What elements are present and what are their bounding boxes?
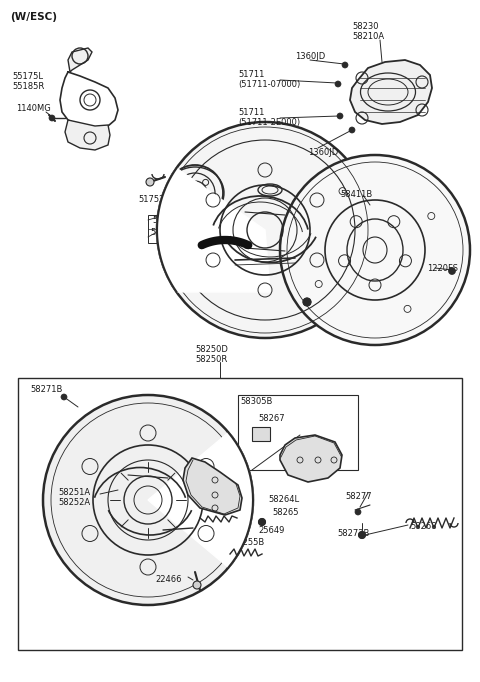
Text: 58264L: 58264L bbox=[268, 495, 299, 504]
Text: (W/ESC): (W/ESC) bbox=[10, 12, 57, 22]
Text: 52751F: 52751F bbox=[152, 216, 183, 225]
Circle shape bbox=[146, 178, 154, 186]
Text: 25649: 25649 bbox=[258, 526, 284, 535]
Text: 58265: 58265 bbox=[272, 508, 299, 517]
Text: 22466: 22466 bbox=[155, 575, 181, 584]
Circle shape bbox=[49, 115, 55, 121]
Polygon shape bbox=[65, 120, 110, 150]
Circle shape bbox=[342, 62, 348, 68]
Polygon shape bbox=[157, 168, 270, 292]
Text: 1140MG: 1140MG bbox=[16, 104, 51, 113]
Text: 55175L
55185R: 55175L 55185R bbox=[12, 72, 44, 91]
Polygon shape bbox=[183, 458, 242, 515]
Circle shape bbox=[359, 531, 365, 539]
Bar bbox=[238, 395, 358, 470]
Circle shape bbox=[355, 509, 361, 515]
Bar bbox=[148, 215, 228, 243]
Circle shape bbox=[349, 127, 355, 133]
Text: 52750: 52750 bbox=[150, 228, 176, 237]
Text: 58250D
58250R: 58250D 58250R bbox=[195, 345, 228, 364]
Polygon shape bbox=[280, 435, 342, 482]
Circle shape bbox=[193, 581, 201, 589]
Bar bbox=[18, 378, 462, 650]
Text: 58305B: 58305B bbox=[240, 397, 272, 406]
Polygon shape bbox=[148, 432, 253, 567]
Text: 51752: 51752 bbox=[138, 195, 164, 204]
Circle shape bbox=[337, 113, 343, 119]
Text: 58267: 58267 bbox=[258, 414, 285, 423]
Text: 58255B: 58255B bbox=[232, 538, 264, 547]
Text: 58268: 58268 bbox=[410, 522, 437, 531]
Text: 58272B: 58272B bbox=[337, 529, 370, 538]
Text: 1360JD: 1360JD bbox=[308, 148, 338, 157]
Bar bbox=[252, 427, 270, 441]
Polygon shape bbox=[350, 60, 432, 124]
Circle shape bbox=[189, 187, 201, 199]
Text: 1220FS: 1220FS bbox=[427, 264, 458, 273]
Text: 51711
(51711-07000): 51711 (51711-07000) bbox=[238, 70, 300, 89]
Circle shape bbox=[61, 394, 67, 400]
Text: 58251A
58252A: 58251A 58252A bbox=[58, 488, 90, 507]
Circle shape bbox=[43, 395, 253, 605]
Circle shape bbox=[259, 518, 265, 526]
Circle shape bbox=[280, 155, 470, 345]
Text: 58277: 58277 bbox=[345, 492, 372, 501]
Circle shape bbox=[303, 298, 311, 306]
Text: 58411B: 58411B bbox=[340, 190, 372, 199]
Text: 58230
58210A: 58230 58210A bbox=[352, 22, 384, 42]
Text: 51711
(51711-2E000): 51711 (51711-2E000) bbox=[238, 108, 300, 128]
Circle shape bbox=[448, 267, 456, 274]
Text: 58271B: 58271B bbox=[30, 385, 62, 394]
Text: 58266: 58266 bbox=[215, 499, 241, 508]
Text: 1360JD: 1360JD bbox=[295, 52, 325, 61]
Circle shape bbox=[335, 81, 341, 87]
Polygon shape bbox=[68, 48, 92, 72]
Circle shape bbox=[157, 122, 373, 338]
